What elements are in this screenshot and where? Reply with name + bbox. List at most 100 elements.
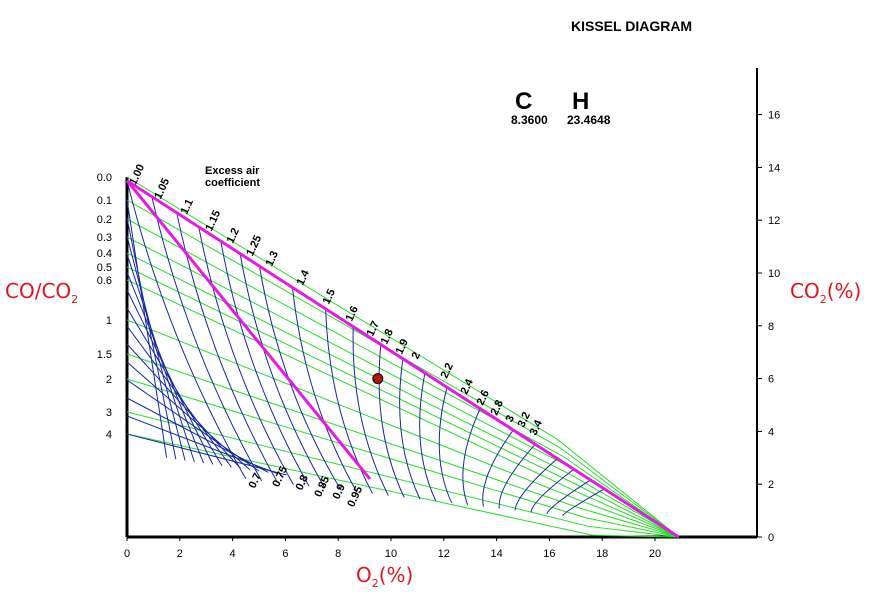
x-axis-label-main: O bbox=[356, 563, 372, 587]
excess-air-label: 2.6 bbox=[475, 388, 492, 407]
co-ratio-tick-label: 2 bbox=[106, 374, 112, 386]
y-tick-label: 4 bbox=[768, 426, 774, 438]
sub-stoich-label: 0.9 bbox=[331, 482, 348, 501]
co-ratio-tick-label: 0.1 bbox=[97, 195, 112, 207]
x-axis-label-unit: (%) bbox=[378, 563, 414, 587]
co-ratio-line-tail bbox=[582, 508, 679, 538]
stoichiometric-boundary bbox=[125, 179, 372, 480]
x-tick-label: 12 bbox=[438, 548, 450, 560]
excess-air-label: 2.8 bbox=[489, 398, 506, 417]
co-ratio-tick-label: 0.4 bbox=[97, 248, 112, 260]
co-ratio-line bbox=[126, 411, 590, 527]
hydrogen-value: 23.4648 bbox=[567, 113, 611, 127]
y-tick-label: 10 bbox=[768, 268, 780, 280]
excess-air-label: 1.9 bbox=[394, 337, 411, 356]
y-tick-label: 16 bbox=[768, 110, 780, 122]
left-axis-label-sub: 2 bbox=[71, 293, 79, 306]
x-tick-label: 10 bbox=[385, 548, 397, 560]
excess-air-label: 3.2 bbox=[516, 410, 533, 429]
excess-air-line bbox=[438, 387, 453, 504]
excess-air-line bbox=[325, 308, 373, 494]
excess-air-line bbox=[352, 326, 389, 496]
co-ratio-line bbox=[126, 176, 558, 440]
sub-stoich-label: 0.95 bbox=[345, 484, 365, 508]
x-tick-label: 6 bbox=[282, 548, 288, 560]
co-ratio-line bbox=[126, 199, 561, 449]
x-tick-label: 18 bbox=[596, 548, 608, 560]
excess-air-note-line1: Excess air bbox=[205, 165, 260, 177]
excess-air-label: 1.2 bbox=[225, 226, 242, 245]
co-ratio-line bbox=[126, 319, 580, 501]
co-ratio-tick-label: 0.3 bbox=[97, 232, 112, 244]
excess-air-label: 2 bbox=[410, 350, 423, 361]
co-ratio-line-tail bbox=[576, 491, 679, 538]
sub-stoich-line bbox=[126, 433, 287, 476]
excess-air-line bbox=[562, 488, 605, 517]
excess-air-line bbox=[482, 429, 514, 507]
excess-air-line bbox=[514, 458, 558, 511]
excess-air-line bbox=[399, 358, 421, 500]
y-tick-label: 14 bbox=[768, 162, 780, 174]
excess-air-line bbox=[530, 468, 575, 513]
y-tick-label: 8 bbox=[768, 321, 774, 333]
sub-stoich-line bbox=[126, 325, 232, 468]
right-axis-label: CO2(%) bbox=[790, 279, 861, 306]
excess-air-label: 2.4 bbox=[459, 376, 477, 396]
excess-air-line bbox=[126, 180, 247, 480]
excess-air-label: 1.3 bbox=[264, 249, 281, 268]
sub-stoich-line bbox=[126, 199, 168, 458]
excess-air-line bbox=[462, 408, 481, 505]
x-axis-label-sub: 2 bbox=[371, 577, 379, 590]
excess-air-label: 1.5 bbox=[321, 287, 338, 306]
sub-stoich-label: 0.85 bbox=[312, 474, 332, 498]
sub-stoich-label: 0.8 bbox=[294, 473, 311, 492]
x-tick-label: 8 bbox=[335, 548, 341, 560]
excess-air-line bbox=[378, 344, 405, 498]
excess-air-note: Excess air coefficient bbox=[205, 165, 260, 189]
excess-air-label: 1.7 bbox=[365, 319, 382, 338]
sub-stoich-line bbox=[126, 289, 214, 465]
x-axis-label: O2(%) bbox=[356, 563, 413, 590]
sub-stoich-line bbox=[126, 307, 223, 466]
carbon-value: 8.3600 bbox=[511, 113, 548, 127]
excess-air-line bbox=[220, 241, 310, 487]
co-ratio-tick-label: 3 bbox=[106, 407, 112, 419]
right-axis-label-main: CO bbox=[790, 279, 820, 303]
excess-air-label: 1.4 bbox=[295, 267, 313, 287]
co-ratio-line-tail bbox=[592, 534, 679, 538]
excess-air-note-line2: coefficient bbox=[205, 177, 261, 189]
co-ratio-tick-label: 4 bbox=[106, 429, 112, 441]
measured-point bbox=[372, 373, 384, 385]
excess-air-label: 1.8 bbox=[379, 327, 396, 346]
y-tick-label: 12 bbox=[768, 215, 780, 227]
excess-air-label: 3 bbox=[504, 413, 517, 424]
co-ratio-line-tail bbox=[557, 438, 680, 538]
carbon-label: C bbox=[515, 88, 533, 115]
chart-title: KISSEL DIAGRAM bbox=[571, 18, 693, 34]
sub-stoich-line bbox=[126, 361, 251, 471]
co-ratio-tick-label: 0.5 bbox=[97, 262, 112, 274]
right-axis-label-unit: (%) bbox=[826, 279, 862, 303]
sub-stoich-line bbox=[126, 415, 278, 475]
excess-air-line bbox=[198, 226, 294, 485]
excess-air-line bbox=[151, 196, 263, 482]
co-ratio-line bbox=[126, 252, 571, 475]
excess-air-line bbox=[419, 372, 437, 502]
y-tick-label: 6 bbox=[768, 374, 774, 386]
x-tick-label: 2 bbox=[177, 548, 183, 560]
excess-air-line bbox=[498, 444, 536, 509]
co-ratio-line-tail bbox=[588, 525, 679, 538]
hydrogen-label: H bbox=[572, 88, 590, 115]
excess-air-line bbox=[239, 253, 326, 489]
excess-air-label: 2.2 bbox=[439, 361, 456, 380]
co-ratio-line bbox=[126, 378, 586, 519]
co-ratio-line bbox=[126, 279, 577, 493]
max-co2-boundary bbox=[126, 179, 680, 539]
sub-stoich-label: 0.75 bbox=[270, 464, 290, 488]
x-tick-label: 0 bbox=[124, 548, 130, 560]
excess-air-label: 1.25 bbox=[244, 233, 264, 257]
co-ratio-tick-label: 0.6 bbox=[97, 275, 112, 287]
x-tick-label: 16 bbox=[543, 548, 555, 560]
co-ratio-line-tail bbox=[572, 482, 679, 538]
